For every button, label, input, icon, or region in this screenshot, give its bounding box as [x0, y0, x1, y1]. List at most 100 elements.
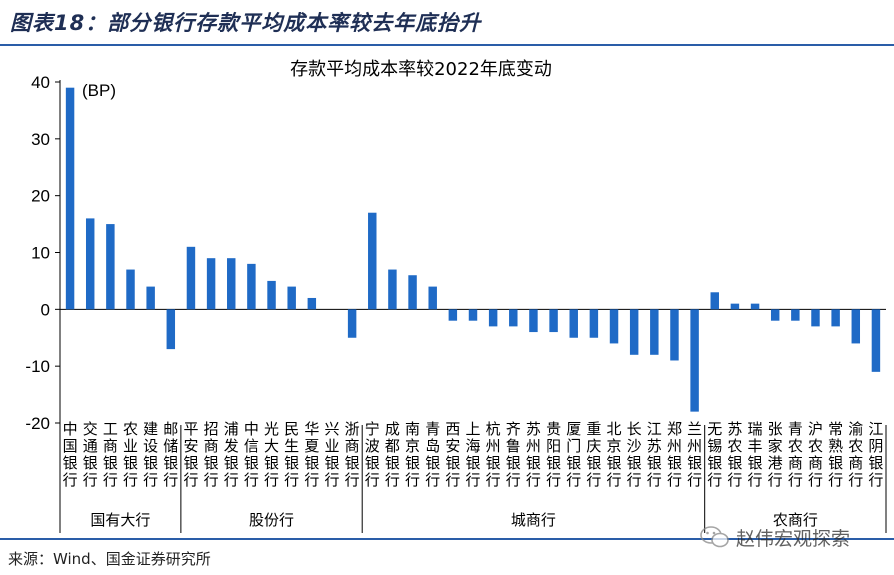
- category-label: 厦门银行: [566, 420, 581, 489]
- bar-光大银行: [267, 280, 276, 310]
- bar-民生银行: [287, 286, 296, 310]
- category-label: 农业银行: [123, 420, 138, 489]
- y-tick-label: 20: [31, 187, 50, 206]
- category-label: 西安银行: [445, 420, 460, 489]
- figure-footer: 来源：Wind、国金证券研究所: [0, 538, 894, 575]
- bar-杭州银行: [488, 309, 498, 327]
- group-label: 农商行: [773, 511, 818, 529]
- category-label: 江苏银行: [647, 420, 662, 489]
- category-label: 华夏银行: [304, 420, 319, 489]
- group-label: 股份行: [249, 511, 294, 529]
- category-label: 招商银行: [204, 420, 219, 489]
- source-note: 来源：Wind、国金证券研究所: [8, 550, 211, 568]
- watermark-text: 赵伟宏观探索: [736, 527, 851, 550]
- category-label: 兴业银行: [324, 420, 339, 489]
- chart-title: 存款平均成本率较2022年底变动: [290, 59, 552, 80]
- bar-浙商银行: [347, 309, 357, 338]
- bar-成都银行: [388, 269, 397, 310]
- y-tick-label: 40: [31, 73, 50, 92]
- category-label: 南京银行: [405, 420, 420, 489]
- bar-齐鲁银行: [509, 309, 518, 327]
- bar-长沙银行: [629, 309, 639, 355]
- category-label: 中信银行: [244, 420, 259, 489]
- y-tick-label: -10: [25, 357, 50, 376]
- y-tick-label: -20: [25, 414, 50, 433]
- category-label: 渝农商行: [848, 420, 863, 489]
- category-label: 贵阳银行: [546, 420, 561, 489]
- category-label: 瑞丰银行: [748, 420, 763, 489]
- bar-郑州银行: [670, 309, 679, 361]
- bar-张家港行: [770, 309, 780, 321]
- bar-苏州银行: [529, 309, 538, 333]
- category-label: 齐鲁银行: [506, 420, 521, 489]
- bar-宁波银行: [368, 212, 377, 310]
- category-label: 平安银行: [183, 420, 198, 489]
- category-label: 沪农商行: [808, 420, 823, 489]
- category-label: 工商银行: [103, 420, 118, 489]
- watermark: 赵伟宏观探索: [700, 522, 850, 552]
- category-label: 光大银行: [264, 420, 279, 489]
- bar-华夏银行: [307, 297, 317, 310]
- category-label: 苏州银行: [526, 420, 541, 489]
- category-label: 郑州银行: [667, 420, 682, 489]
- bar-建设银行: [146, 286, 155, 310]
- bar-渝农商行: [851, 309, 861, 344]
- y-tick-label: 10: [31, 244, 50, 263]
- figure-title: 图表18：部分银行存款平均成本率较去年底抬升: [10, 11, 482, 35]
- category-label: 青农商行: [788, 420, 803, 489]
- category-label: 北京银行: [607, 420, 622, 489]
- category-label: 上海银行: [465, 420, 480, 489]
- category-label: 苏农银行: [727, 420, 742, 489]
- bar-中国银行: [65, 87, 75, 310]
- bar-招商银行: [206, 258, 216, 310]
- group-label: 城商行: [511, 511, 556, 529]
- bar-邮储银行: [166, 309, 176, 350]
- bar-农业银行: [126, 269, 135, 310]
- category-label: 重庆银行: [586, 420, 601, 489]
- bar-兰州银行: [690, 309, 699, 412]
- bar-北京银行: [609, 309, 619, 344]
- bar-南京银行: [408, 275, 417, 310]
- bar-瑞丰银行: [750, 303, 760, 310]
- category-label: 江阴银行: [868, 420, 883, 489]
- bar-江阴银行: [871, 309, 881, 372]
- category-label: 交通银行: [83, 420, 98, 489]
- category-label: 建设银行: [143, 420, 158, 489]
- bar-苏农银行: [730, 303, 740, 310]
- bar-青岛银行: [428, 286, 437, 310]
- bar-贵阳银行: [549, 309, 558, 333]
- group-label: 国有大行: [90, 511, 150, 529]
- category-label: 长沙银行: [627, 420, 642, 489]
- y-tick-label: 0: [41, 300, 50, 319]
- category-label: 宁波银行: [365, 420, 380, 489]
- category-label: 常熟银行: [828, 420, 843, 489]
- unit-label: (BP): [82, 81, 116, 100]
- figure-header: 图表18：部分银行存款平均成本率较去年底抬升: [0, 0, 894, 46]
- bar-江苏银行: [650, 309, 659, 355]
- bar-浦发银行: [227, 258, 236, 310]
- bar-上海银行: [468, 309, 478, 321]
- bar-chart: 存款平均成本率较2022年底变动 40 30 20 10 0 -10 -20 (BP) 中国银行交…: [25, 59, 887, 533]
- bar-常熟银行: [831, 309, 840, 327]
- y-tick-label: 30: [31, 130, 50, 149]
- category-label: 兰州银行: [687, 420, 702, 489]
- bar-工商银行: [106, 224, 115, 310]
- category-label: 张家港行: [768, 420, 783, 489]
- bar-沪农商行: [811, 309, 820, 327]
- bar-西安银行: [448, 309, 458, 321]
- category-label: 杭州银行: [486, 420, 501, 489]
- category-label: 浙商银行: [345, 420, 360, 489]
- bar-平安银行: [186, 246, 196, 310]
- category-label: 浦发银行: [224, 420, 239, 489]
- category-label: 民生银行: [284, 420, 299, 489]
- bar-厦门银行: [569, 309, 578, 338]
- bar-交通银行: [85, 218, 95, 310]
- category-label: 中国银行: [63, 420, 78, 489]
- wechat-icon: [700, 526, 729, 548]
- category-label: 邮储银行: [163, 420, 178, 489]
- category-label: 青岛银行: [425, 420, 440, 489]
- category-label: 无锡银行: [707, 420, 722, 489]
- bar-重庆银行: [589, 309, 599, 338]
- bar-中信银行: [247, 263, 256, 310]
- bar-青农商行: [791, 309, 800, 321]
